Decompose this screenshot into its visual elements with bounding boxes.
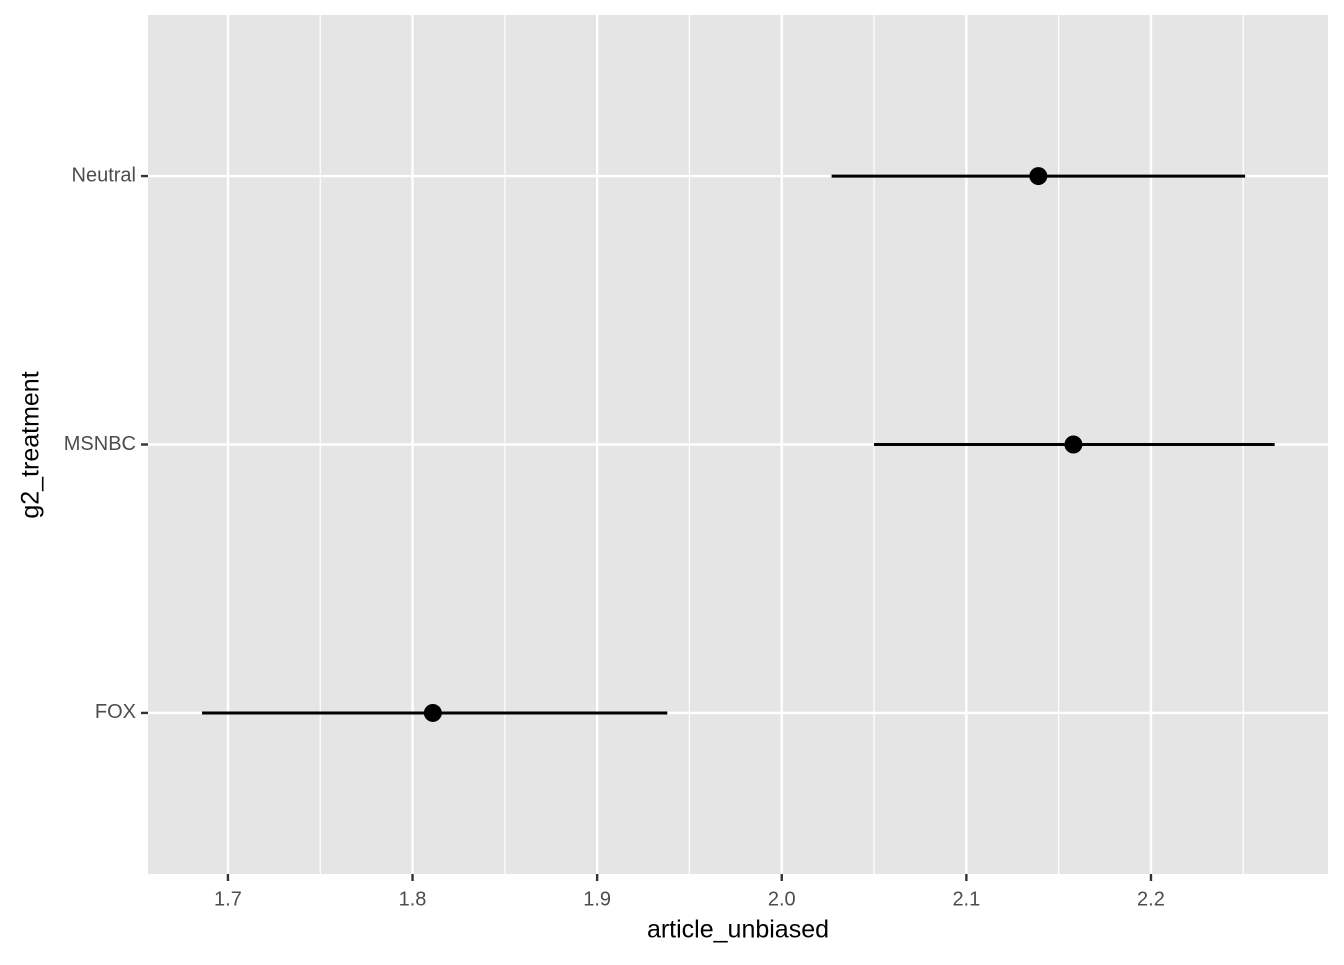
x-tick-label: 1.7 xyxy=(214,888,242,910)
y-tick-label: FOX xyxy=(95,701,136,723)
point xyxy=(423,703,442,722)
x-tick-label: 2.0 xyxy=(768,888,796,910)
y-axis-title: g2_treatment xyxy=(17,371,45,518)
x-axis-title: article_unbiased xyxy=(647,916,829,944)
point xyxy=(1029,167,1048,186)
x-tick-label: 1.9 xyxy=(583,888,611,910)
x-tick-label: 2.1 xyxy=(952,888,980,910)
point xyxy=(1064,435,1083,454)
x-tick-label: 1.8 xyxy=(399,888,427,910)
x-tick-label: 2.2 xyxy=(1137,888,1165,910)
y-tick-label: Neutral xyxy=(72,164,136,186)
y-tick-label: MSNBC xyxy=(64,433,136,455)
